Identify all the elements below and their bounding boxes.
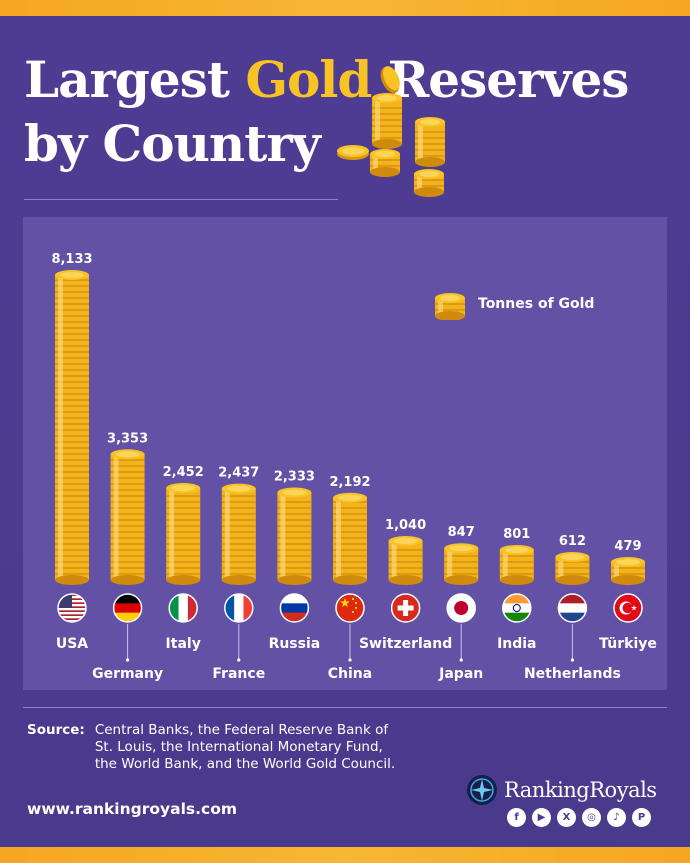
brand-logo-icon [467, 775, 497, 805]
bar-russia [277, 487, 312, 585]
india-flag-icon [502, 593, 532, 623]
page-title: Largest Gold Reserves by Country [24, 48, 630, 176]
category-label: Türkiye [599, 636, 657, 652]
bar-usa [55, 270, 89, 585]
value-label: 8,133 [51, 252, 92, 267]
legend: Tonnes of Gold [432, 288, 594, 320]
connector-dot [126, 658, 130, 662]
category-label: Switzerland [359, 636, 452, 652]
brand-name: RankingRoyals [504, 778, 657, 802]
title-part1: Largest [24, 50, 246, 109]
title-divider [24, 199, 338, 200]
bar-germany [110, 449, 145, 585]
connector-dot [348, 658, 352, 662]
france-flag-icon [224, 593, 254, 623]
top-stripe [0, 0, 690, 16]
coin-stack-icon [435, 293, 465, 320]
germany-flag-icon [112, 593, 143, 623]
category-label: Italy [166, 636, 201, 652]
value-label: 801 [503, 527, 530, 542]
bar-france [221, 483, 256, 585]
switzerland-flag-icon [390, 593, 421, 623]
category-label: India [497, 636, 536, 652]
category-label: USA [56, 636, 88, 652]
value-label: 1,040 [385, 518, 426, 533]
bar-türkiye [611, 557, 645, 585]
value-label: 2,437 [218, 466, 259, 481]
netherlands-flag-icon [557, 593, 588, 623]
value-label: 2,333 [274, 470, 315, 485]
title-line2: by Country [24, 114, 321, 173]
value-label: 612 [559, 534, 586, 549]
youtube-icon[interactable]: ▶ [532, 808, 551, 827]
category-label: Germany [92, 666, 163, 682]
value-label: 847 [448, 525, 475, 540]
bar-chart: 8,133 USA 3,353 Germany 2,452 Italy 2,437 Franc… [51, 252, 657, 682]
pinterest-icon[interactable]: P [632, 808, 651, 827]
source-label: Source: [27, 722, 85, 738]
category-label: China [328, 666, 372, 682]
instagram-icon[interactable]: ◎ [582, 808, 601, 827]
bar-india [499, 544, 534, 585]
russia-flag-icon [279, 593, 310, 623]
bar-china [333, 492, 367, 585]
category-label: Netherlands [524, 666, 621, 682]
title-gold-word: Gold [245, 50, 372, 109]
category-label: Japan [438, 666, 483, 682]
italy-flag-icon [168, 593, 198, 623]
bar-netherlands [555, 552, 590, 585]
source-text: Central Banks, the Federal Reserve Bank … [94, 722, 396, 772]
bottom-stripe [0, 847, 690, 863]
x-icon[interactable]: X [557, 808, 576, 827]
connector-dot [237, 658, 241, 662]
coin-stacks-illustration [337, 66, 445, 197]
value-label: 479 [614, 539, 641, 554]
legend-label: Tonnes of Gold [478, 296, 595, 312]
turkiye-flag-icon [613, 593, 643, 623]
bar-switzerland [388, 535, 423, 585]
us-flag-icon [57, 593, 87, 623]
title-part2: Reserves [371, 50, 630, 109]
brand: RankingRoyals [466, 774, 657, 806]
footer-divider [23, 707, 667, 708]
connector-dot [459, 658, 463, 662]
category-label: Russia [269, 636, 321, 652]
facebook-icon[interactable]: f [507, 808, 526, 827]
bar-italy [166, 483, 201, 585]
value-label: 2,192 [329, 475, 370, 490]
bar-japan [444, 543, 479, 585]
source-note: Source: Central Banks, the Federal Reser… [27, 722, 407, 773]
china-flag-icon [335, 593, 365, 623]
tiktok-icon[interactable]: ♪ [607, 808, 626, 827]
connector-dot [570, 658, 575, 662]
japan-flag-icon [446, 593, 476, 623]
social-links: f ▶ X ◎ ♪ P [507, 808, 651, 827]
value-label: 3,353 [107, 431, 148, 446]
category-label: France [212, 666, 265, 682]
website-link[interactable]: www.rankingroyals.com [27, 800, 238, 818]
value-label: 2,452 [163, 465, 204, 480]
